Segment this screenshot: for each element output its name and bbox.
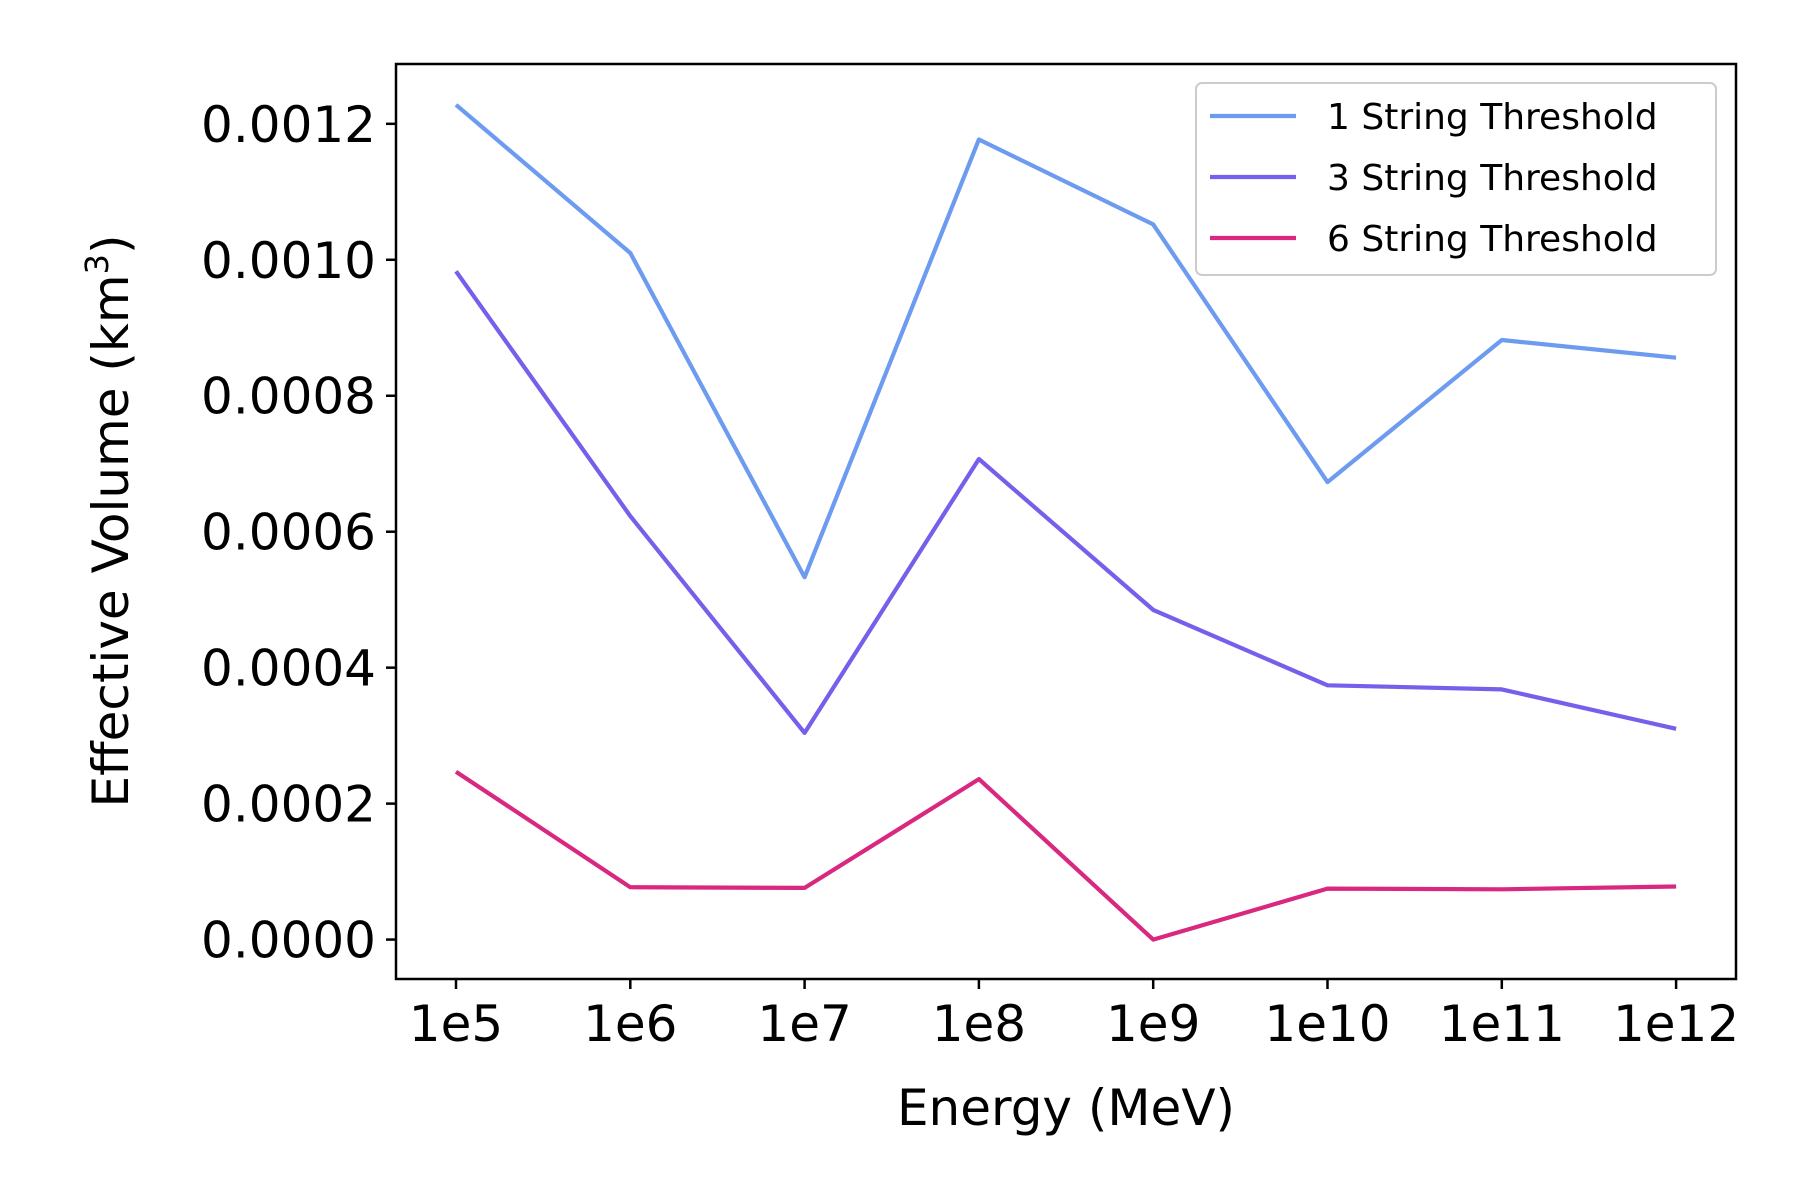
y-axis-label-main: Effective Volume (km [82,274,140,807]
series-line-3 [454,769,1677,942]
y-axis: 0.0000 0.0002 0.0004 0.0006 0.0008 0.0010 0.00… [201,96,396,970]
legend-label-2: 3 String Threshold [1327,158,1658,199]
legend-label-1: 1 String Threshold [1327,97,1658,138]
x-axis-label: Energy (MeV) [897,1079,1235,1137]
x-tick-label: 1e9 [1106,995,1200,1053]
x-tick-label: 1e12 [1613,995,1739,1053]
y-tick-label: 0.0008 [201,368,376,426]
y-axis-label-superscript: 3 [78,254,116,274]
y-axis-label-close: ) [82,235,140,255]
plot-frame [394,62,1738,981]
x-axis: 1e5 1e6 1e7 1e8 1e9 1e10 1e11 1e12 [409,979,1739,1053]
y-tick-label: 0.0002 [201,776,376,834]
series-line-2 [454,270,1677,736]
series-line-1 [454,103,1677,580]
y-tick-label: 0.0012 [201,96,376,154]
series-lines [454,103,1677,942]
y-tick-label: 0.0004 [201,640,376,698]
x-tick-label: 1e5 [409,995,503,1053]
y-tick-label: 0.0010 [201,232,376,290]
x-tick-label: 1e8 [932,995,1026,1053]
legend-box [1195,82,1717,276]
x-tick-label: 1e7 [757,995,851,1053]
legend: 1 String Threshold 3 String Threshold 6 St… [1195,82,1717,276]
x-tick-label: 1e11 [1439,995,1565,1053]
legend-label-3: 6 String Threshold [1327,219,1658,260]
x-tick-label: 1e10 [1264,995,1390,1053]
x-tick-label: 1e6 [583,995,677,1053]
y-tick-label: 0.0006 [201,504,376,562]
y-tick-label: 0.0000 [201,912,376,970]
y-axis-label: Effective Volume (km3) [78,235,140,808]
